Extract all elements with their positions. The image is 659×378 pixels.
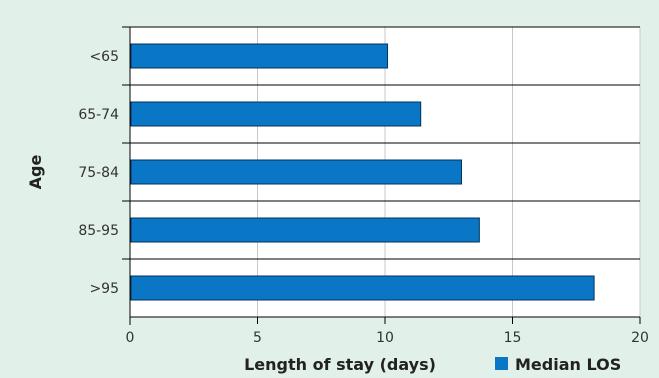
y-axis-title: Age xyxy=(26,155,45,190)
bar xyxy=(130,101,422,127)
bar xyxy=(130,43,389,69)
bar xyxy=(130,217,480,243)
y-tick-labels: <65 65-74 75-84 85-95 >95 xyxy=(78,49,119,297)
x-axis-title: Length of stay (days) xyxy=(244,355,436,374)
y-tick-label: 85-95 xyxy=(78,223,119,239)
bars xyxy=(130,43,595,301)
bar xyxy=(130,275,595,301)
x-tick-label: 5 xyxy=(253,330,262,346)
x-tick-label: 10 xyxy=(376,330,394,346)
y-tick-label: 65-74 xyxy=(78,107,119,123)
x-ticks: 0 5 10 15 20 xyxy=(126,317,649,346)
legend-label: Median LOS xyxy=(515,355,621,374)
x-tick-label: 15 xyxy=(504,330,522,346)
y-tick-label: <65 xyxy=(89,49,119,65)
x-tick-label: 0 xyxy=(126,330,135,346)
y-tick-label: 75-84 xyxy=(78,165,119,181)
legend-swatch xyxy=(495,357,508,370)
x-tick-label: 20 xyxy=(631,330,649,346)
y-tick-label: >95 xyxy=(89,281,119,297)
legend: Median LOS xyxy=(495,355,621,374)
category-separators xyxy=(122,26,640,260)
bar xyxy=(130,159,462,185)
